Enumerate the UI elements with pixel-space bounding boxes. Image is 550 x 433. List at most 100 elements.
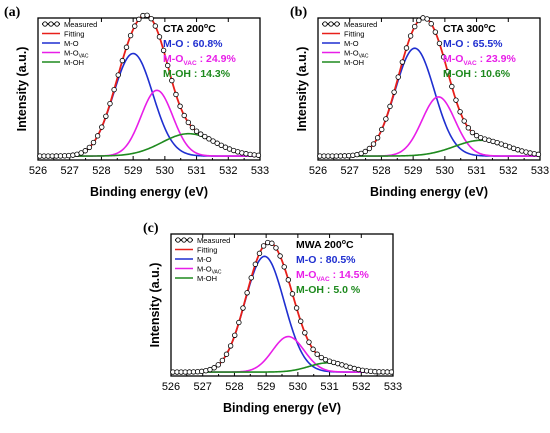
measured-point — [169, 77, 175, 84]
measured-point — [453, 97, 459, 103]
panel-label: (c) — [143, 221, 159, 236]
legend-marker — [175, 237, 181, 243]
measured-point — [277, 253, 283, 259]
legend-entry: M-OH — [64, 58, 84, 67]
legend-marker — [54, 21, 60, 27]
x-tick-label: 526 — [29, 165, 47, 177]
measured-point — [210, 138, 216, 144]
measured-point — [310, 346, 316, 352]
x-tick-label: 532 — [352, 381, 370, 393]
x-axis-title: Binding energy (eV) — [223, 401, 341, 415]
measured-point — [215, 362, 221, 368]
x-tick-label: 528 — [225, 381, 243, 393]
measured-point — [211, 365, 217, 371]
measured-point — [403, 45, 410, 51]
x-tick-label: 528 — [92, 165, 110, 177]
x-tick-label: 527 — [61, 165, 79, 177]
chart-panel: (a) 526 527 528 529 530 531 532 533 Binding energ… — [4, 5, 269, 199]
legend-entry: Measured — [197, 236, 230, 245]
measured-point — [119, 57, 126, 64]
x-tick-label: 526 — [162, 381, 180, 393]
x-tick-label: 533 — [531, 165, 549, 177]
measured-point — [181, 112, 187, 119]
measured-point — [374, 135, 381, 141]
measured-point — [165, 62, 171, 69]
measured-point — [160, 47, 167, 54]
measured-point — [132, 23, 138, 29]
measured-point — [293, 305, 300, 311]
measured-point — [289, 291, 296, 297]
measured-point — [383, 116, 389, 122]
legend-entry: Fitting — [64, 29, 84, 38]
measured-point — [370, 141, 377, 147]
measured-point — [387, 103, 393, 110]
measured-point — [285, 277, 292, 283]
measured-point — [173, 91, 179, 98]
measured-point — [306, 339, 312, 345]
x-tick-label: 529 — [124, 165, 142, 177]
legend-marker — [334, 21, 340, 27]
measured-point — [144, 12, 150, 18]
measured-point — [314, 351, 320, 357]
legend-marker — [322, 21, 328, 27]
measured-point — [416, 17, 422, 24]
measured-point — [379, 126, 385, 133]
x-axis-title: Binding energy (eV) — [90, 185, 208, 199]
legend-entry: Measured — [344, 20, 377, 29]
measured-point — [107, 100, 113, 107]
legend-marker — [328, 21, 334, 27]
x-tick-label: 527 — [341, 165, 359, 177]
annotation-text: M-O : 65.5% — [443, 38, 503, 50]
measured-point — [82, 148, 88, 154]
measured-point — [318, 354, 325, 361]
measured-point — [223, 351, 230, 357]
measured-point — [111, 86, 117, 93]
legend-entry: M-O — [344, 39, 359, 48]
x-tick-label: 529 — [404, 165, 422, 177]
measured-point — [449, 83, 455, 90]
measured-point — [206, 136, 212, 142]
x-tick-label: 532 — [499, 165, 517, 177]
legend-marker — [42, 21, 48, 27]
x-tick-label: 533 — [384, 381, 402, 393]
annotation-text: M-OVAC : 23.9% — [443, 53, 516, 67]
legend-marker — [187, 237, 193, 243]
y-axis-title: Intensity (a.u.) — [148, 263, 162, 348]
measured-point — [445, 69, 451, 75]
measured-point — [189, 124, 196, 131]
x-tick-label: 526 — [309, 165, 327, 177]
measured-point — [227, 343, 234, 349]
measured-point — [232, 332, 238, 338]
measured-point — [136, 16, 142, 23]
measured-point — [465, 125, 472, 131]
legend-entry: Measured — [64, 20, 97, 29]
measured-point — [177, 103, 183, 109]
measured-point — [428, 21, 434, 27]
legend-marker — [48, 21, 54, 27]
legend-entry: M-OH — [197, 274, 217, 283]
measured-point — [94, 133, 101, 139]
annotation-text: M-O : 60.8% — [163, 38, 223, 50]
annotation-text: M-OVAC : 24.9% — [163, 53, 236, 67]
measured-point — [152, 23, 159, 29]
measured-point — [236, 319, 242, 326]
legend-entry: M-OVAC — [344, 48, 369, 59]
measured-point — [99, 124, 105, 130]
measured-point — [115, 72, 121, 78]
measured-point — [255, 152, 262, 158]
annotation-text: M-O : 80.5% — [296, 254, 356, 266]
measured-point — [424, 16, 430, 22]
annotation-text: CTA 200oC — [163, 23, 216, 35]
measured-point — [252, 261, 259, 267]
measured-point — [103, 113, 109, 119]
measured-point — [461, 118, 467, 124]
measured-point — [395, 74, 401, 80]
legend-marker — [181, 237, 187, 243]
legend-entry: Fitting — [197, 245, 217, 254]
measured-point — [244, 290, 250, 296]
measured-point — [148, 16, 154, 22]
measured-point — [260, 243, 267, 249]
measured-point — [273, 245, 279, 251]
measured-point — [214, 140, 220, 146]
